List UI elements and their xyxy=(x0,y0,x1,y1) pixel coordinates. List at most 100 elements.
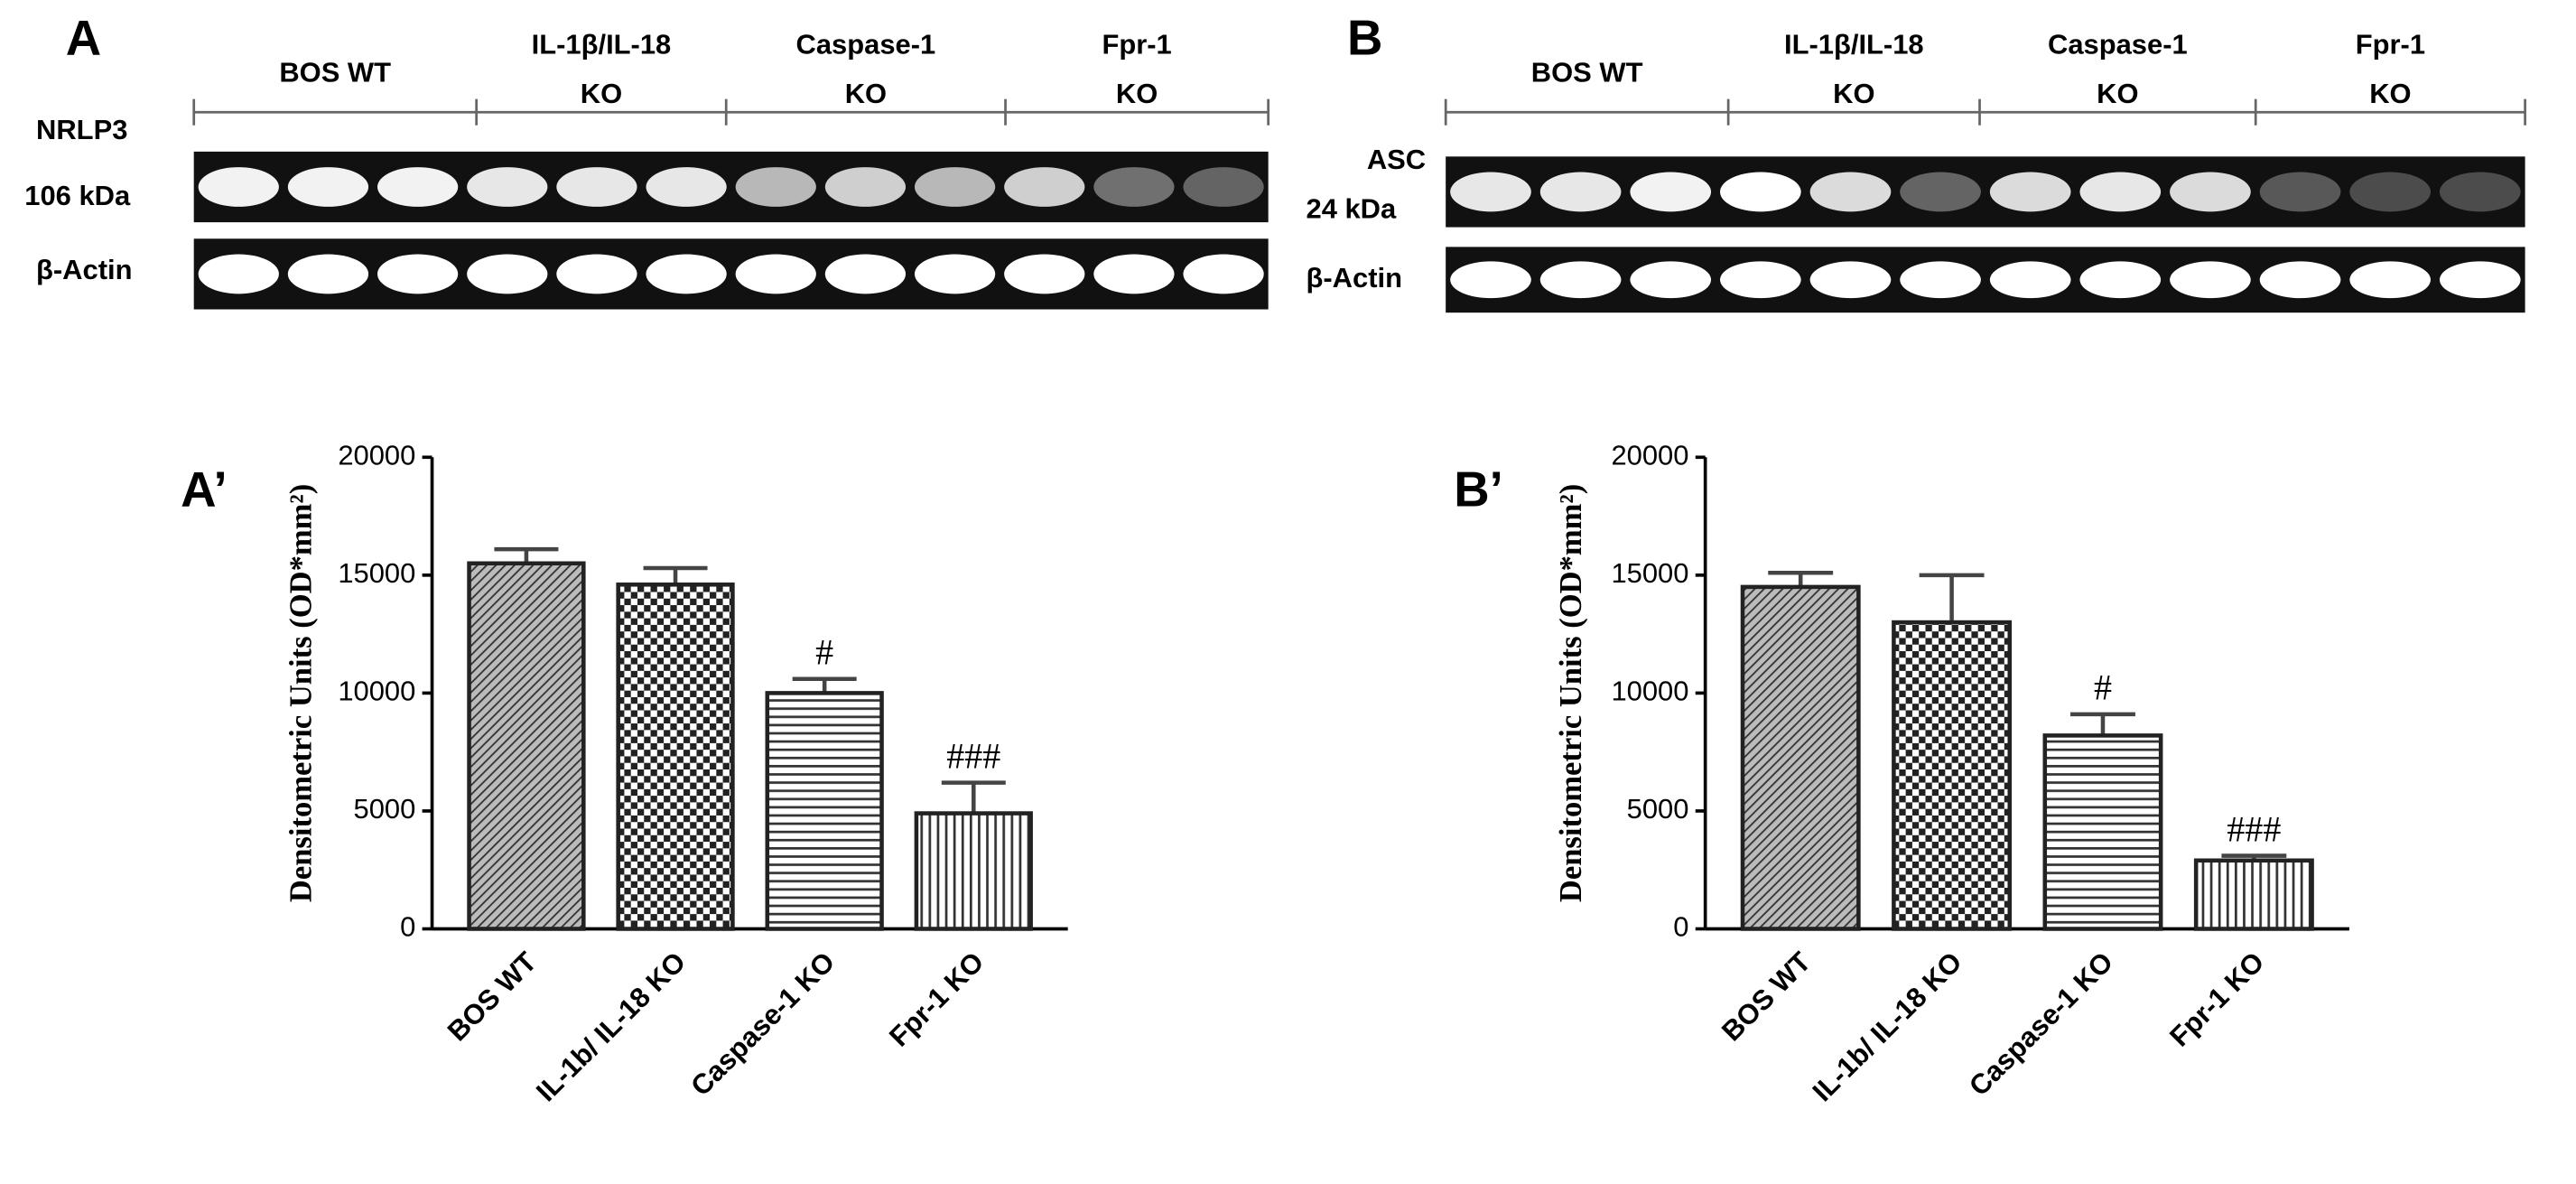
group-label: KO xyxy=(845,78,887,109)
panel-letter: B xyxy=(1347,10,1382,65)
band xyxy=(2439,172,2521,212)
bar xyxy=(1740,584,1861,931)
band xyxy=(646,167,727,207)
panel-letter: A xyxy=(66,10,101,65)
band xyxy=(556,167,637,207)
group-label: Fpr-1 xyxy=(1102,29,1171,61)
annotation: # xyxy=(815,631,833,672)
band xyxy=(824,254,907,294)
band xyxy=(1989,172,2071,212)
band xyxy=(1809,172,1892,212)
x-tick-label: Caspase-1 KO xyxy=(1963,946,2119,1102)
y-tick-label: 20000 xyxy=(1611,439,1688,471)
band xyxy=(1630,172,1712,212)
band xyxy=(2079,261,2162,299)
y-tick-label: 0 xyxy=(400,911,415,943)
x-tick-label: BOS WT xyxy=(442,946,543,1047)
band xyxy=(198,167,279,207)
blot-box xyxy=(1446,247,2525,313)
band xyxy=(1183,167,1264,207)
band xyxy=(1720,172,1801,212)
row-label: ASC xyxy=(1367,144,1426,175)
band xyxy=(1539,172,1622,212)
band xyxy=(2439,261,2521,299)
row-label: β-Actin xyxy=(1307,262,1402,294)
band xyxy=(2170,172,2251,212)
annotation: # xyxy=(2094,667,2112,708)
y-tick-label: 5000 xyxy=(354,793,416,825)
group-label: BOS WT xyxy=(1531,57,1643,89)
band xyxy=(467,167,548,207)
band xyxy=(2170,261,2251,299)
bar xyxy=(2042,733,2163,931)
band xyxy=(2259,261,2341,299)
y-tick-label: 15000 xyxy=(338,557,415,589)
y-tick-label: 10000 xyxy=(1611,676,1688,707)
group-label: Caspase-1 xyxy=(796,29,936,61)
group-label: IL-1β/IL-18 xyxy=(532,29,672,61)
blot-box xyxy=(1446,156,2525,228)
group-label: KO xyxy=(581,78,622,109)
band xyxy=(1900,261,1981,299)
band xyxy=(1630,261,1712,299)
bar xyxy=(765,691,884,931)
annotation: ### xyxy=(946,735,1000,776)
x-tick-label: IL-1b/ IL-18 KO xyxy=(1807,946,1968,1107)
bar xyxy=(2193,858,2314,931)
group-label: Fpr-1 xyxy=(2356,29,2425,61)
y-tick-label: 15000 xyxy=(1611,557,1688,589)
blot-box xyxy=(193,238,1269,310)
band xyxy=(914,254,996,294)
group-label: BOS WT xyxy=(279,57,391,89)
band xyxy=(1989,261,2071,299)
y-tick-label: 10000 xyxy=(338,676,415,707)
group-label: Caspase-1 xyxy=(2048,29,2188,61)
y-tick-label: 0 xyxy=(1673,911,1688,943)
x-tick-label: Fpr-1 KO xyxy=(883,946,990,1052)
band xyxy=(1720,261,1801,299)
bar xyxy=(1892,620,2013,931)
band xyxy=(377,254,459,294)
band xyxy=(735,254,816,294)
group-label: KO xyxy=(2097,78,2138,109)
group-label: KO xyxy=(1833,78,1874,109)
band xyxy=(556,254,637,294)
band xyxy=(1450,261,1531,299)
band xyxy=(1183,254,1264,294)
group-label: KO xyxy=(2369,78,2411,109)
x-tick-label: Caspase-1 KO xyxy=(684,946,841,1102)
y-axis-label: Densitometric Units (OD*mm²) xyxy=(284,484,319,902)
band xyxy=(735,167,816,207)
row-label: 106 kDa xyxy=(24,180,131,211)
band xyxy=(914,167,996,207)
band xyxy=(1900,172,1981,212)
band xyxy=(1809,261,1892,299)
blot-box xyxy=(193,151,1269,223)
band xyxy=(1093,167,1175,207)
group-label: IL-1β/IL-18 xyxy=(1784,29,1924,61)
y-tick-label: 20000 xyxy=(338,439,415,471)
band xyxy=(467,254,548,294)
band xyxy=(646,254,727,294)
band xyxy=(2259,172,2341,212)
panel-letter: B’ xyxy=(1454,462,1503,517)
panel-letter: A’ xyxy=(181,462,228,517)
band xyxy=(2349,172,2431,212)
bar xyxy=(467,561,586,931)
row-label: β-Actin xyxy=(36,254,132,285)
y-tick-label: 5000 xyxy=(1627,793,1689,825)
group-label: KO xyxy=(1116,78,1158,109)
band xyxy=(824,167,907,207)
band xyxy=(1450,172,1531,212)
row-label: NRLP3 xyxy=(36,114,127,145)
row-label: 24 kDa xyxy=(1307,193,1398,225)
band xyxy=(2349,261,2431,299)
band xyxy=(2079,172,2162,212)
band xyxy=(198,254,279,294)
y-axis-label: Densitometric Units (OD*mm²) xyxy=(1554,484,1588,902)
band xyxy=(1004,254,1085,294)
x-tick-label: Fpr-1 KO xyxy=(2163,946,2270,1052)
band xyxy=(1539,261,1622,299)
band xyxy=(1093,254,1175,294)
